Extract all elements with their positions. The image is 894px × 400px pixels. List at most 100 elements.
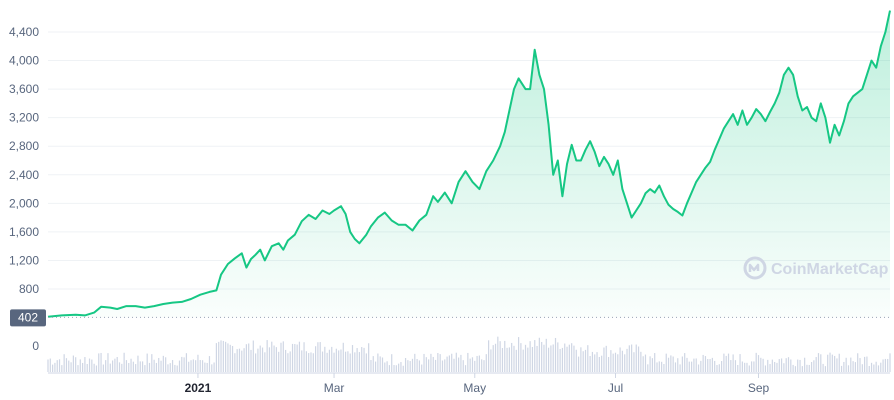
- volume-bar: [790, 359, 792, 372]
- volume-bar: [693, 358, 695, 372]
- volume-bar: [144, 365, 146, 372]
- volume-bar: [395, 365, 397, 372]
- volume-bar: [497, 336, 499, 372]
- volume-bar: [702, 354, 704, 372]
- volume-bar: [633, 352, 635, 372]
- baseline-label: 402: [10, 309, 46, 327]
- volume-bar: [222, 340, 224, 372]
- volume-bar: [368, 343, 370, 372]
- volume-bar: [418, 360, 421, 372]
- volume-bar: [471, 357, 474, 372]
- volume-bar: [870, 362, 873, 372]
- volume-bar: [181, 356, 183, 372]
- volume-bar: [741, 361, 743, 372]
- volume-bar: [880, 362, 882, 372]
- volume-bar: [515, 349, 517, 372]
- volume-bar: [123, 352, 125, 372]
- volume-bar: [554, 337, 557, 372]
- volume-bar: [621, 350, 624, 372]
- volume-bar: [241, 350, 243, 372]
- volume-bar: [582, 351, 584, 372]
- volume-bar: [868, 365, 870, 372]
- volume-bar: [557, 342, 559, 372]
- volume-bar: [716, 364, 718, 372]
- volume-bar: [624, 354, 626, 372]
- volume-bar: [522, 349, 524, 372]
- volume-bar: [169, 363, 171, 372]
- volume-bar: [875, 361, 877, 372]
- volume-axis-label: 0: [32, 339, 39, 353]
- volume-bar: [626, 348, 628, 372]
- volume-bar: [285, 349, 287, 372]
- watermark-text: CoinMarketCap: [771, 261, 889, 278]
- volume-bar: [324, 346, 326, 372]
- volume-bar: [483, 360, 485, 372]
- volume-bar: [252, 340, 254, 372]
- volume-bar: [151, 354, 153, 372]
- volume-bar: [591, 351, 594, 372]
- volume-bar: [377, 353, 379, 372]
- volume-bar: [273, 345, 275, 372]
- volume-bar: [349, 353, 351, 372]
- volume-bar: [58, 359, 61, 372]
- volume-bar: [861, 364, 863, 372]
- volume-bar: [718, 364, 720, 372]
- volume-bar: [596, 352, 598, 372]
- volume-bar: [227, 343, 229, 372]
- volume-bar: [391, 354, 393, 372]
- coinmarketcap-watermark: CoinMarketCap: [743, 256, 889, 280]
- volume-bar: [220, 340, 222, 372]
- volume-bar: [141, 361, 144, 372]
- volume-bar: [864, 356, 866, 372]
- volume-bar: [547, 347, 550, 372]
- volume-bar: [840, 365, 843, 372]
- volume-bar: [801, 366, 803, 372]
- volume-bar: [750, 361, 753, 372]
- volume-bar: [527, 347, 529, 372]
- volume-bar: [543, 344, 545, 372]
- volume-bar: [379, 356, 381, 372]
- volume-bar: [571, 343, 573, 372]
- y-tick-label: 1,200: [9, 253, 39, 267]
- volume-bar: [815, 357, 817, 372]
- volume-bar: [665, 353, 667, 372]
- volume-bar: [308, 353, 310, 372]
- volume-bar: [75, 357, 77, 372]
- volume-bar: [594, 354, 596, 372]
- volume-bar: [610, 350, 612, 372]
- volume-bar: [174, 364, 176, 372]
- volume-bar: [215, 343, 217, 372]
- volume-bar: [231, 345, 234, 372]
- volume-bar: [744, 362, 746, 372]
- volume-bar: [441, 360, 444, 372]
- volume-bar: [225, 341, 227, 372]
- volume-bar: [640, 351, 642, 372]
- volume-bar: [568, 344, 570, 372]
- volume-bar: [822, 363, 824, 372]
- volume-bar: [792, 364, 794, 372]
- volume-bar: [545, 338, 547, 372]
- y-tick-label: 3,600: [9, 82, 39, 96]
- volume-bar: [647, 364, 649, 372]
- volume-bar: [423, 353, 425, 372]
- volume-bar: [344, 351, 347, 372]
- volume-bar: [65, 358, 68, 372]
- volume-bar: [677, 358, 679, 372]
- volume-bar: [656, 362, 658, 372]
- volume-bar: [291, 343, 294, 372]
- volume-bar: [421, 364, 423, 372]
- volume-bar: [190, 360, 192, 372]
- volume-bar: [386, 361, 388, 372]
- volume-bar: [183, 357, 185, 372]
- volume-bar: [116, 357, 118, 372]
- volume-bar: [492, 345, 494, 372]
- x-tick-label: Jul: [608, 381, 623, 395]
- volume-bar: [813, 360, 815, 372]
- volume-bar: [614, 352, 617, 372]
- volume-bar: [695, 358, 697, 372]
- volume-bar: [384, 362, 386, 372]
- volume-bar: [271, 341, 273, 372]
- volume-bar: [287, 353, 289, 372]
- volume-bar: [351, 345, 354, 372]
- x-tick-label: May: [463, 381, 486, 395]
